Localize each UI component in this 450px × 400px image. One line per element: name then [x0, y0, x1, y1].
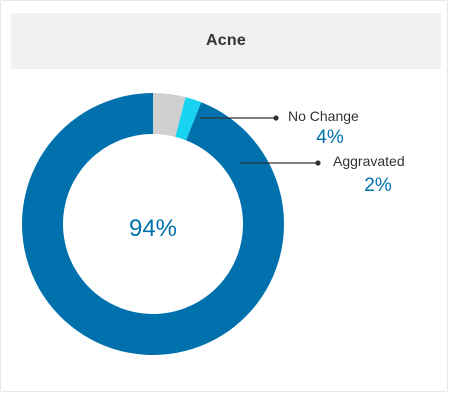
donut-center-label: 94%	[129, 215, 177, 242]
donut-slice-aggravated	[175, 97, 202, 141]
leader-dot-aggravated	[315, 160, 321, 166]
callout-label-aggravated: Aggravated	[333, 153, 405, 169]
donut-slice-no-change	[153, 93, 186, 137]
callout-no-change: No Change 4%	[200, 108, 359, 148]
callout-aggravated: Aggravated 2%	[240, 153, 405, 196]
chart-title: Acne	[206, 32, 246, 49]
leader-dot-no-change	[273, 115, 279, 121]
card-header: Acne	[11, 13, 441, 69]
callout-value-aggravated: 2%	[364, 175, 392, 196]
callout-value-no-change: 4%	[316, 127, 344, 148]
callout-label-no-change: No Change	[288, 108, 359, 124]
donut-slices	[22, 93, 285, 355]
donut-slice-improved	[22, 93, 285, 355]
